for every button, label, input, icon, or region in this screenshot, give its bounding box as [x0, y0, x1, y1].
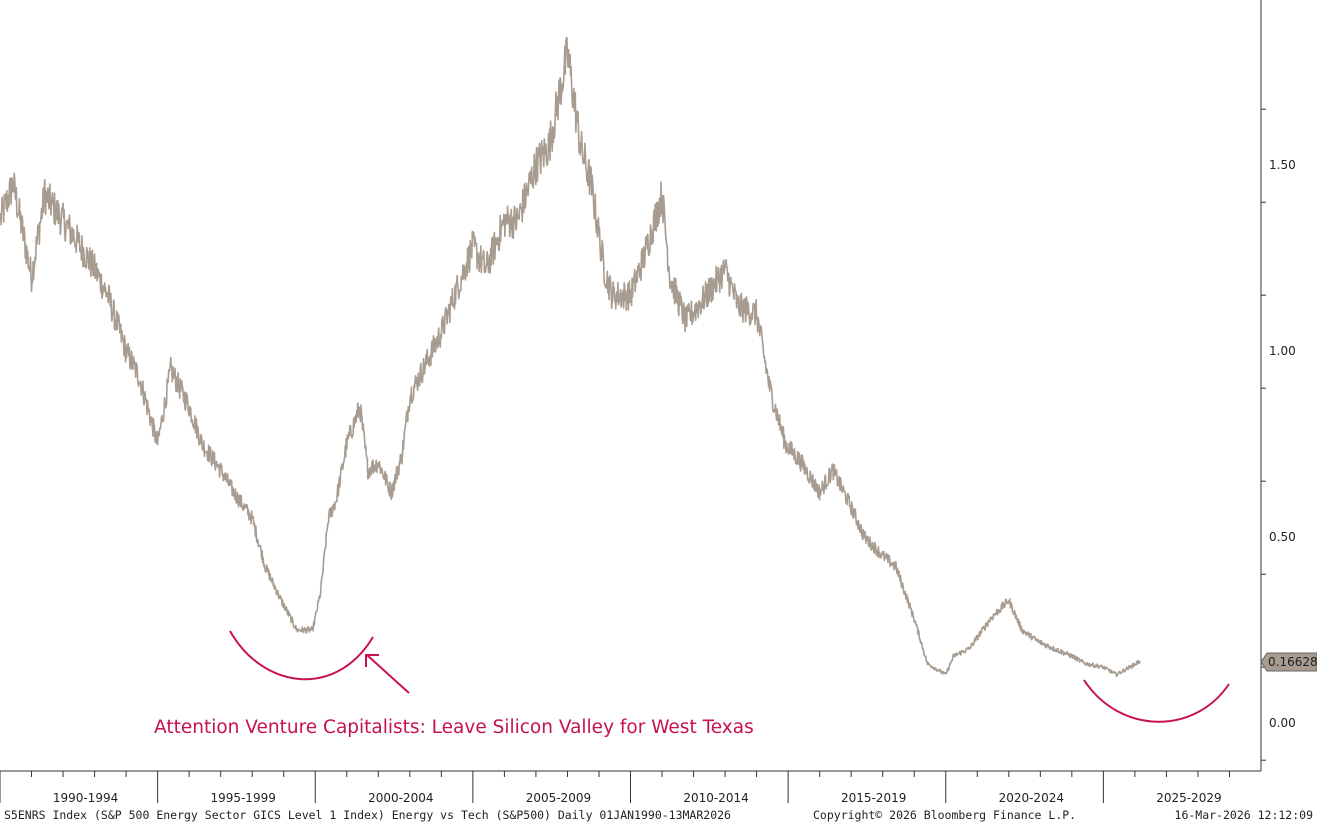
- series-line: [0, 36, 1141, 677]
- annotation-arc-right: [1083, 679, 1230, 723]
- footer-timestamp: 16-Mar-2026 12:12:09: [1175, 808, 1314, 822]
- footer-source: S5ENRS Index (S&P 500 Energy Sector GICS…: [4, 808, 731, 822]
- x-tick-label: 2015-2019: [841, 791, 906, 805]
- annotation-arrow: [365, 654, 410, 694]
- x-tick-label: 2025-2029: [1156, 791, 1221, 805]
- y-tick-label: 0.50: [1269, 530, 1296, 544]
- y-axis-ticks: 0.00 0.50 1.00 1.50: [1261, 108, 1296, 761]
- x-axis-ticks: 1990-1994 1995-1999 2000-2004 2005-2009 2010…: [0, 771, 1230, 805]
- x-tick-label: 1990-1994: [53, 791, 118, 805]
- y-tick-label: 1.00: [1269, 344, 1296, 358]
- y-tick-label: 1.50: [1269, 158, 1296, 172]
- x-tick-label: 2005-2009: [526, 791, 591, 805]
- annotation-arc-left: [229, 630, 374, 681]
- x-tick-label: 2020-2024: [999, 791, 1064, 805]
- x-tick-label: 2000-2004: [368, 791, 433, 805]
- footer-copyright: Copyright© 2026 Bloomberg Finance L.P.: [813, 808, 1076, 822]
- x-tick-label: 1995-1999: [210, 791, 275, 805]
- last-value-label: 0.16628: [1268, 655, 1317, 669]
- last-value-badge: 0.16628: [1260, 652, 1317, 672]
- annotation-text: Attention Venture Capitalists: Leave Sil…: [154, 717, 754, 738]
- x-tick-label: 2010-2014: [683, 791, 748, 805]
- y-tick-label: 0.00: [1269, 716, 1296, 730]
